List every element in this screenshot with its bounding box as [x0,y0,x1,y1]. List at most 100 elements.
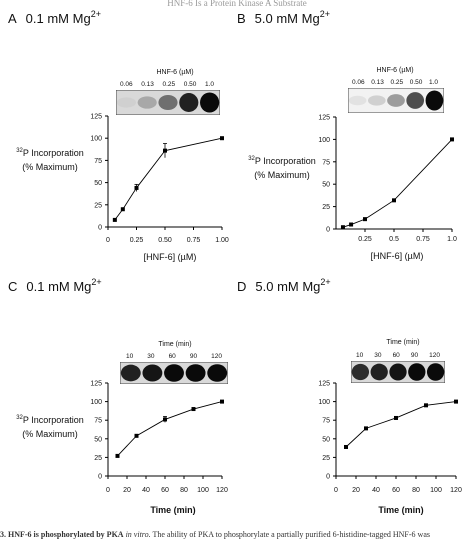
data-point [163,417,167,422]
panel-b-western-blot [347,87,445,114]
y-tick-label: 50 [94,436,102,443]
series-line [114,137,223,221]
data-point [220,136,224,141]
blot-band [137,96,157,109]
x-tick-label: 100 [197,487,209,494]
x-tick-label: 0 [106,487,110,494]
blot-band [116,97,136,108]
x-tick-label: 20 [123,487,131,494]
ylabel-line1: P Incorporation [254,156,316,166]
caption-label: 3. HNF-6 is phosphorylated by PKA [0,530,124,539]
panel-a-blot-lanes: 0.06 0.13 0.25 0.50 1.0 [120,81,214,88]
panel-letter: B [237,11,246,26]
y-tick-label: 100 [90,399,102,406]
data-point [363,217,367,222]
panel-c-xlabel: Time (min) [150,505,196,515]
blot-band [120,364,141,382]
blot-lane-label: 0.13 [141,81,154,88]
panel-title-text: 5.0 mM Mg [255,279,321,294]
blot-band [406,92,425,109]
y-tick-label: 125 [318,381,330,388]
blot-band [158,94,178,111]
panel-a-title: A 0.1 mM Mg2+ [8,9,101,26]
panel-letter: A [8,11,17,26]
blot-lane-label: 90 [410,352,419,359]
y-tick-label: 100 [318,137,330,144]
blot-lane-label: 90 [189,353,198,360]
y-tick-label: 0 [326,227,330,234]
x-tick-label: 80 [180,487,188,494]
data-point [424,403,428,408]
blot-lane-label: 0.50 [409,79,423,86]
x-tick-label: 60 [161,487,169,494]
data-point [394,415,398,420]
panel-title-sup: 2+ [320,277,331,287]
x-tick-label: 20 [352,487,360,494]
blot-image [115,89,221,116]
panel-title-sup: 2+ [91,277,102,287]
panel-b-blot-lanes: 0.06 0.13 0.25 0.50 1.0 [352,79,438,86]
blot-band [164,364,184,382]
ylabel-sup: 32 [248,156,255,162]
panel-title-sup: 2+ [319,9,330,19]
blot-band [387,94,405,107]
data-point [454,399,458,404]
blot-lane-label: 0.06 [120,81,133,88]
cropped-page-header: HNF-6 Is a Protein Kinase A Substrate [167,0,307,8]
blot-lane-label: 60 [168,353,176,360]
blot-lane-label: 30 [374,352,382,359]
panel-letter: C [8,279,18,294]
panel-c-blot-header: Time (min) [158,341,192,348]
x-tick-label: 0 [334,487,338,494]
blot-band [408,363,426,381]
series-line [345,401,457,448]
x-tick-label: 120 [216,487,228,494]
blot-band [389,363,407,381]
y-tick-label: 125 [318,115,330,122]
panel-b-title: B 5.0 mM Mg2+ [237,9,330,26]
blot-band [179,93,199,112]
data-point [163,148,167,153]
ylabel-line1: P Incorporation [22,148,84,158]
x-tick-label: 1.0 [447,236,457,243]
y-tick-label: 100 [318,399,330,406]
x-tick-label: 80 [412,487,420,494]
ylabel-line2: (% Maximum) [254,170,310,180]
x-tick-label: 40 [142,487,150,494]
blot-lane-label: 0.25 [390,79,404,86]
y-tick-label: 100 [90,136,102,143]
y-tick-label: 25 [94,202,102,209]
x-tick-label: 40 [372,487,380,494]
panel-d-title: D 5.0 mM Mg2+ [237,277,331,294]
panel-c-title: C 0.1 mM Mg2+ [8,277,102,294]
panel-title-text: 5.0 mM Mg [254,11,320,26]
x-tick-label: 0.50 [158,237,172,244]
data-point [220,399,224,404]
x-tick-label: 120 [450,487,462,494]
x-tick-label: 0.75 [187,237,201,244]
blot-lane-label: 30 [147,353,155,360]
y-tick-label: 50 [94,180,102,187]
y-tick-label: 75 [322,159,330,166]
data-point [115,453,120,458]
panel-c-ylabel: 32P Incorporation (% Maximum) [2,411,98,441]
x-tick-label: 60 [392,487,400,494]
x-tick-label: 0.75 [416,236,430,243]
panel-d-xlabel: Time (min) [378,505,424,515]
y-tick-label: 25 [322,455,330,462]
blot-band [370,363,388,381]
y-tick-label: 25 [322,204,330,211]
data-point [134,433,139,438]
ylabel-sup: 32 [16,415,23,421]
y-tick-label: 125 [90,381,102,388]
x-tick-label: 1.00 [215,237,229,244]
panel-a-western-blot [115,89,221,116]
y-tick-label: 0 [326,474,330,481]
ylabel-line2: (% Maximum) [22,162,78,172]
panel-d-blot-header: Time (min) [386,339,420,346]
figure-caption: 3. HNF-6 is phosphorylated by PKA in vit… [0,530,474,540]
blot-lane-label: 10 [356,352,364,359]
blot-band [207,364,228,382]
blot-lane-label: 60 [392,352,400,359]
panel-b-ylabel: 32P Incorporation (% Maximum) [232,152,332,182]
